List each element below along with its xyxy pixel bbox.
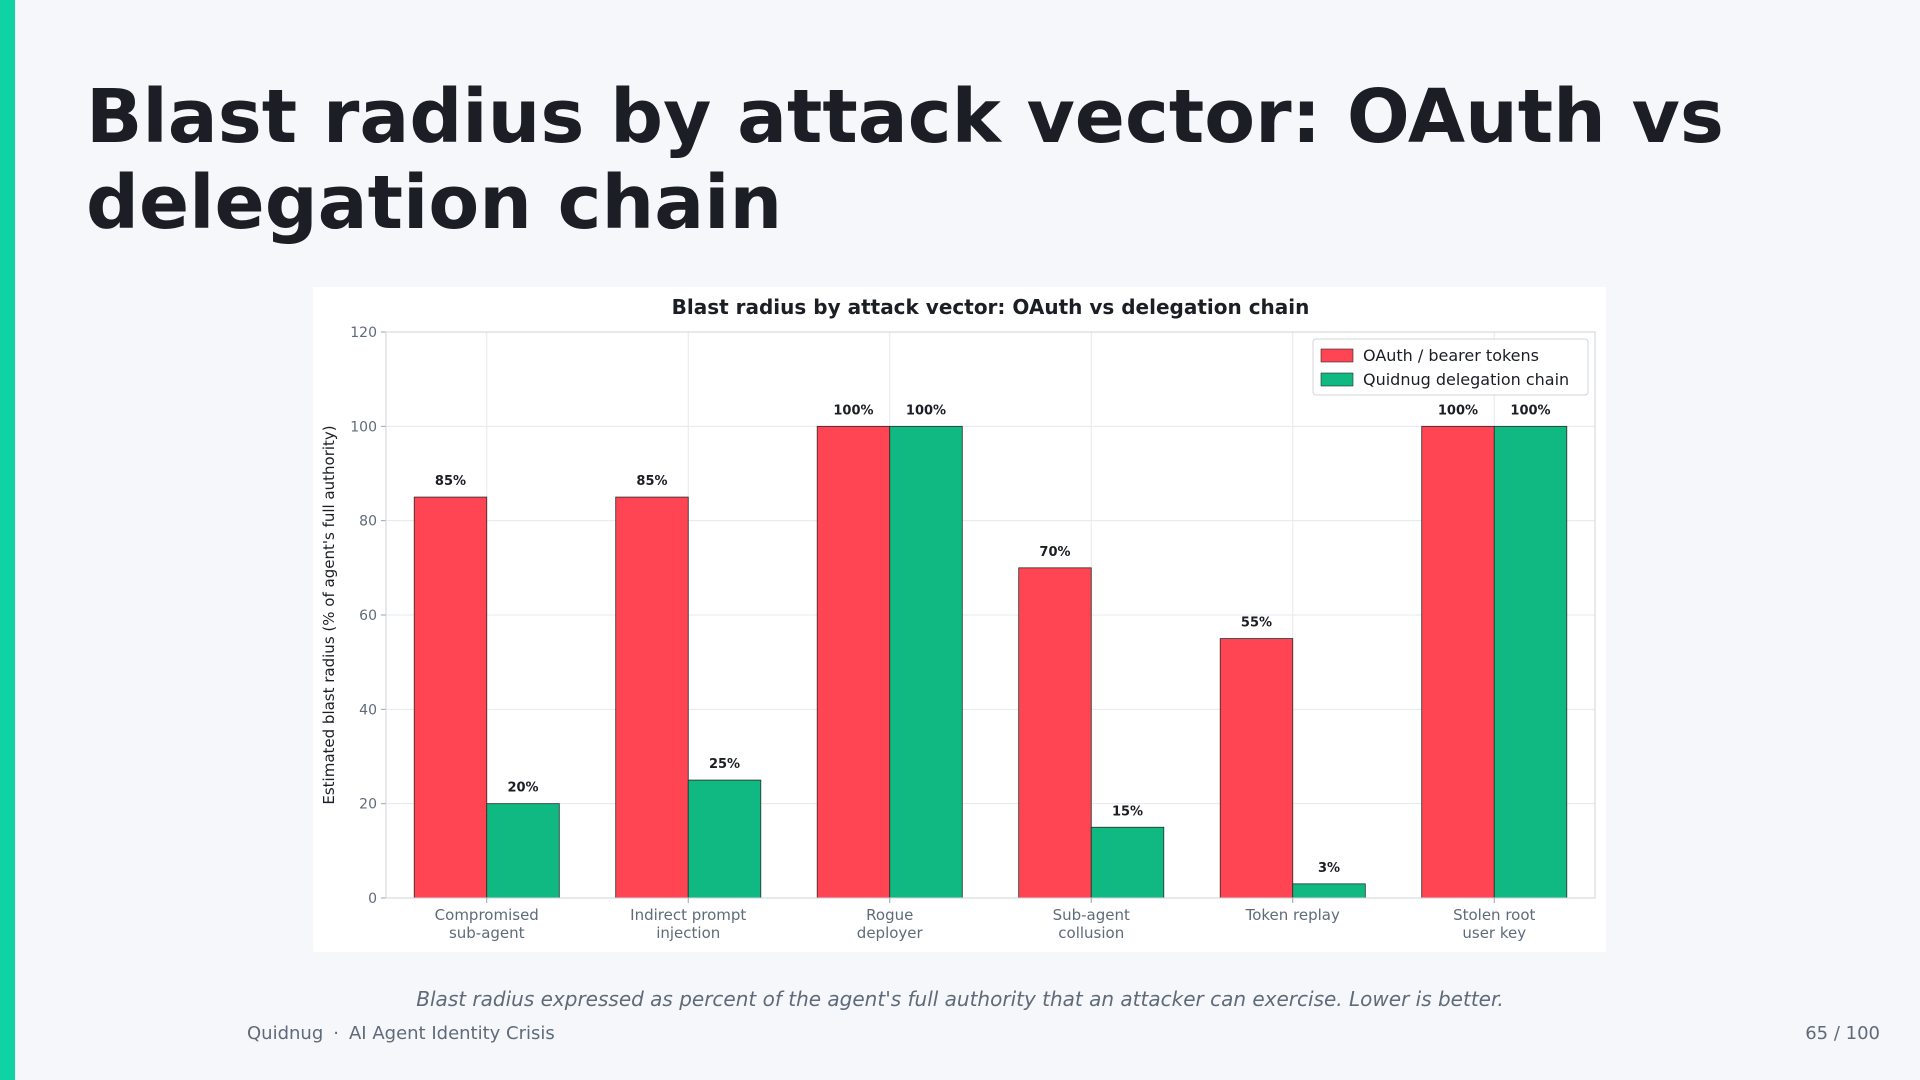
- bar-value-label: 100%: [906, 403, 946, 418]
- y-tick-label: 120: [350, 325, 377, 341]
- x-tick-label: Stolen root user key: [1453, 906, 1535, 942]
- footer-deck-title: AI Agent Identity Crisis: [348, 1023, 555, 1044]
- footer-separator: ·: [333, 1023, 339, 1044]
- bar-quidnug: [1090, 826, 1165, 899]
- chart-card: 0 20 40 60 80 100 120 85% 85% 100% 70% 55% 100% 20% 25…: [313, 287, 1606, 952]
- x-tick-label-line: collusion: [1058, 924, 1124, 942]
- x-tick-label-line: Compromised: [435, 906, 539, 924]
- bar-value-label: 20%: [507, 781, 538, 796]
- y-tick-label: 60: [359, 608, 377, 624]
- x-tick-label-line: Rogue: [866, 906, 913, 924]
- bar-quidnug: [889, 425, 963, 899]
- chart-caption: Blast radius expressed as percent of the…: [416, 987, 1504, 1011]
- bar-value-label: 85%: [435, 474, 466, 489]
- bar-oauth: [1219, 638, 1294, 899]
- y-tick-label: 80: [359, 514, 377, 530]
- bar-oauth: [816, 425, 891, 899]
- y-axis-label: Estimated blast radius (% of agent's ful…: [320, 425, 338, 804]
- x-tick-label-line: user key: [1462, 924, 1526, 942]
- bar-value-label: 100%: [1510, 403, 1550, 418]
- bar-quidnug: [1292, 883, 1366, 899]
- x-tick-label-line: deployer: [857, 924, 924, 942]
- footer-left: Quidnug · AI Agent Identity Crisis: [247, 1023, 555, 1044]
- accent-bar: [0, 0, 15, 1080]
- bar-value-label: 100%: [833, 403, 873, 418]
- x-tick-label-line: injection: [656, 924, 720, 942]
- legend-swatch-oauth: [1320, 348, 1354, 363]
- y-tick-label: 40: [359, 702, 377, 718]
- page-number: 65 / 100: [1805, 1023, 1880, 1044]
- x-tick-label: Indirect prompt injection: [630, 906, 746, 942]
- bar-oauth: [615, 496, 689, 899]
- bar-oauth: [1421, 425, 1495, 899]
- x-tick-label: Compromised sub-agent: [435, 906, 539, 942]
- bar-quidnug: [486, 803, 560, 899]
- bar-chart: 0 20 40 60 80 100 120 85% 85% 100% 70% 55% 100% 20% 25…: [320, 295, 1596, 942]
- legend-label: OAuth / bearer tokens: [1363, 346, 1539, 365]
- bar-oauth: [1018, 567, 1092, 899]
- y-tick-label: 20: [359, 797, 377, 813]
- y-tick-label: 100: [350, 419, 377, 435]
- bar-quidnug: [687, 779, 762, 899]
- x-tick-label: Sub-agent collusion: [1053, 906, 1130, 942]
- x-tick-label-line: Sub-agent: [1053, 906, 1130, 924]
- bar-value-label: 85%: [636, 474, 667, 489]
- bar-oauth: [413, 496, 488, 899]
- legend-swatch-quidnug: [1320, 372, 1354, 387]
- chart-title: Blast radius by attack vector: OAuth vs …: [672, 295, 1310, 319]
- bar-value-label: 15%: [1112, 804, 1143, 819]
- x-tick-label-line: Token replay: [1245, 906, 1340, 924]
- y-tick-label: 0: [368, 891, 377, 907]
- bar-value-label: 70%: [1039, 545, 1070, 560]
- footer-brand: Quidnug: [247, 1023, 324, 1044]
- x-tick-label: Rogue deployer: [857, 906, 924, 942]
- legend-box: [1312, 338, 1589, 396]
- bar-value-label: 55%: [1241, 616, 1272, 631]
- x-tick-label-line: Stolen root: [1453, 906, 1535, 924]
- bar-value-label: 100%: [1438, 403, 1478, 418]
- x-tick-label: Token replay: [1245, 906, 1340, 924]
- plot-border: [385, 331, 1596, 899]
- bar-quidnug: [1493, 425, 1568, 899]
- legend-label: Quidnug delegation chain: [1363, 370, 1569, 389]
- x-tick-label-line: Indirect prompt: [630, 906, 746, 924]
- bar-value-label: 25%: [709, 757, 740, 772]
- bar-value-label: 3%: [1318, 861, 1340, 876]
- x-tick-label-line: sub-agent: [449, 924, 525, 942]
- slide-title: Blast radius by attack vector: OAuth vs …: [86, 74, 1724, 246]
